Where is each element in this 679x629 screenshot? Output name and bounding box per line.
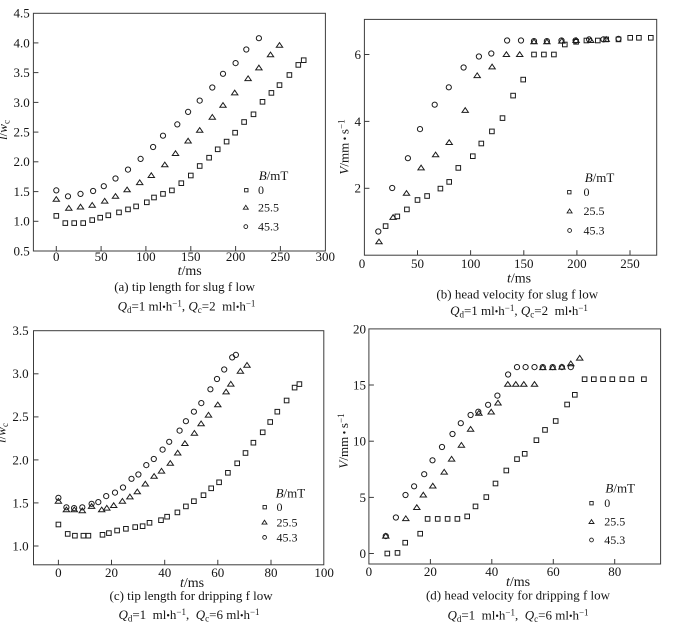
svg-text:(c) tip length for dripping f: (c) tip length for dripping f low	[110, 588, 274, 603]
svg-text:t/ms: t/ms	[507, 272, 531, 287]
svg-text:0.5: 0.5	[13, 243, 29, 258]
svg-text:200: 200	[226, 249, 246, 264]
svg-text:Qd=1 ml•h−1, Qc=6 ml•h−1: Qd=1 ml•h−1, Qc=6 ml•h−1	[118, 607, 259, 624]
svg-text:t/ms: t/ms	[178, 264, 202, 279]
svg-text:250: 250	[271, 249, 291, 264]
svg-text:20: 20	[353, 321, 366, 336]
svg-text:B/mT: B/mT	[276, 485, 306, 500]
svg-text:0: 0	[366, 564, 373, 579]
svg-text:250: 250	[620, 256, 640, 271]
svg-text:20: 20	[424, 564, 437, 579]
svg-text:(d) head velocity for dripping: (d) head velocity for dripping f low	[426, 587, 611, 602]
svg-text:2.0: 2.0	[13, 154, 29, 169]
svg-text:5: 5	[360, 490, 367, 505]
svg-text:0: 0	[55, 565, 62, 580]
svg-text:1.0: 1.0	[13, 214, 29, 229]
svg-text:0: 0	[359, 256, 366, 271]
svg-text:B/mT: B/mT	[585, 170, 615, 185]
svg-text:2.5: 2.5	[12, 409, 28, 424]
svg-text:60: 60	[547, 564, 560, 579]
svg-text:l/wc: l/wc	[0, 423, 10, 443]
svg-text:25.5: 25.5	[277, 515, 298, 529]
svg-text:2.5: 2.5	[13, 125, 29, 140]
svg-text:2: 2	[355, 181, 362, 196]
svg-text:200: 200	[567, 256, 587, 271]
svg-text:V/mm • s−1: V/mm • s−1	[336, 413, 351, 468]
svg-text:25.5: 25.5	[258, 200, 279, 214]
svg-text:1.0: 1.0	[12, 538, 28, 553]
svg-text:50: 50	[95, 249, 108, 264]
svg-text:0: 0	[604, 496, 610, 510]
svg-text:B/mT: B/mT	[605, 480, 635, 495]
svg-text:0: 0	[360, 546, 367, 561]
svg-text:(b) head velocity for slug f l: (b) head velocity for slug f low	[436, 287, 598, 302]
svg-text:(a) tip length for slug f low: (a) tip length for slug f low	[114, 279, 255, 294]
svg-text:4.5: 4.5	[13, 6, 29, 21]
svg-text:0: 0	[258, 183, 264, 197]
svg-text:80: 80	[265, 565, 278, 580]
svg-text:4.0: 4.0	[13, 35, 29, 50]
svg-text:2.0: 2.0	[12, 452, 28, 467]
svg-text:Qd=1 ml•h−1, Qc=6 ml•h−1: Qd=1 ml•h−1, Qc=6 ml•h−1	[447, 608, 588, 625]
svg-text:50: 50	[411, 256, 424, 271]
svg-text:t/ms: t/ms	[506, 575, 530, 590]
svg-text:3.5: 3.5	[12, 323, 28, 338]
svg-text:l/wc: l/wc	[0, 120, 12, 140]
svg-text:0: 0	[584, 185, 590, 199]
svg-text:3.0: 3.0	[12, 366, 28, 381]
svg-text:4: 4	[355, 114, 362, 129]
svg-text:40: 40	[158, 565, 171, 580]
svg-text:25.5: 25.5	[604, 515, 625, 529]
svg-text:V/mm • s−1: V/mm • s−1	[337, 119, 352, 174]
svg-text:1.5: 1.5	[12, 495, 28, 510]
svg-text:45.3: 45.3	[277, 530, 298, 544]
svg-text:60: 60	[211, 565, 224, 580]
svg-text:100: 100	[461, 256, 481, 271]
svg-text:150: 150	[514, 256, 534, 271]
svg-text:3.5: 3.5	[13, 65, 29, 80]
svg-text:Qd=1 ml•h−1, Qc=2 ml•h−1: Qd=1 ml•h−1, Qc=2 ml•h−1	[118, 299, 256, 316]
svg-text:40: 40	[485, 564, 498, 579]
svg-text:Qd=1 ml•h−1, Qc=2 ml•h−1: Qd=1 ml•h−1, Qc=2 ml•h−1	[450, 303, 588, 320]
svg-text:1.5: 1.5	[13, 184, 29, 199]
svg-text:t/ms: t/ms	[180, 576, 204, 591]
svg-text:0: 0	[277, 500, 283, 514]
svg-text:100: 100	[314, 565, 334, 580]
svg-text:3.0: 3.0	[13, 95, 29, 110]
svg-text:45.3: 45.3	[258, 220, 279, 234]
svg-text:80: 80	[608, 564, 621, 579]
svg-text:10: 10	[353, 434, 366, 449]
svg-text:6: 6	[355, 47, 362, 62]
svg-text:150: 150	[181, 249, 201, 264]
svg-text:300: 300	[315, 249, 335, 264]
svg-text:45.3: 45.3	[604, 533, 625, 547]
svg-text:0: 0	[53, 249, 60, 264]
svg-text:25.5: 25.5	[584, 204, 605, 218]
svg-text:45.3: 45.3	[584, 224, 605, 238]
svg-text:20: 20	[105, 565, 118, 580]
svg-text:100: 100	[136, 249, 156, 264]
svg-text:B/mT: B/mT	[259, 168, 289, 183]
svg-text:15: 15	[353, 377, 366, 392]
